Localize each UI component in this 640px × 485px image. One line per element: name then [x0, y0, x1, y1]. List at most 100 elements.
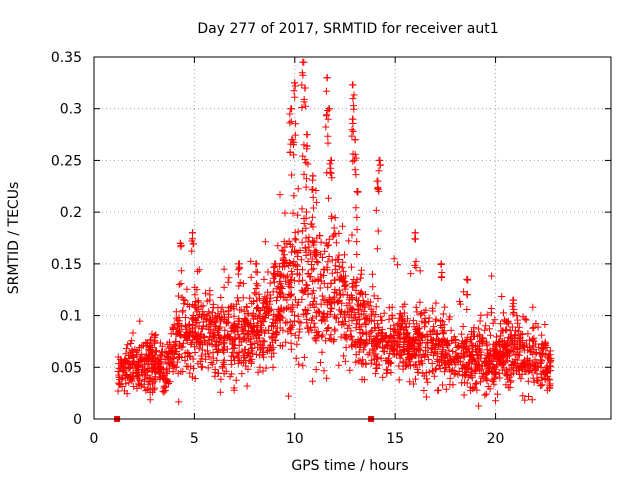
data-point	[472, 379, 480, 387]
data-point	[177, 267, 185, 275]
data-point	[511, 350, 519, 358]
data-point	[298, 205, 306, 213]
data-point	[401, 362, 409, 370]
data-point	[291, 235, 299, 243]
data-point	[151, 336, 159, 344]
y-axis-label: SRMTID / TECUs	[6, 182, 22, 295]
data-point	[326, 310, 334, 318]
data-point	[505, 365, 513, 373]
data-point	[246, 352, 254, 360]
data-point	[336, 291, 344, 299]
data-point	[343, 302, 351, 310]
data-point	[194, 267, 202, 275]
data-point	[177, 343, 185, 351]
data-point	[129, 361, 137, 369]
data-point	[327, 156, 335, 164]
data-point	[353, 213, 361, 221]
data-point	[477, 311, 485, 319]
data-point	[299, 287, 307, 295]
data-point	[300, 353, 308, 361]
data-point	[352, 324, 360, 332]
data-point	[367, 298, 375, 306]
data-point	[390, 255, 398, 263]
data-point	[320, 265, 328, 273]
data-point	[178, 294, 186, 302]
data-point	[470, 384, 478, 392]
data-point	[319, 296, 327, 304]
data-point	[230, 312, 238, 320]
data-point	[207, 359, 215, 366]
data-point	[159, 387, 167, 395]
data-point	[453, 344, 461, 351]
data-point	[216, 323, 224, 331]
data-point	[346, 294, 354, 302]
data-point	[383, 369, 391, 377]
data-point	[442, 338, 450, 346]
data-point	[386, 324, 394, 332]
data-point	[483, 311, 491, 319]
data-point	[406, 378, 414, 386]
data-point	[240, 307, 248, 315]
data-point	[222, 318, 230, 326]
data-point	[264, 327, 272, 335]
data-point	[431, 349, 439, 357]
data-point	[318, 292, 326, 300]
data-point	[459, 323, 467, 330]
data-point	[227, 328, 235, 335]
data-point	[324, 139, 332, 147]
data-point	[432, 365, 440, 373]
data-point	[260, 275, 268, 283]
data-point	[196, 334, 204, 342]
data-point	[235, 315, 243, 323]
data-point	[191, 291, 199, 299]
data-point	[390, 326, 398, 333]
data-point	[441, 303, 449, 311]
data-point	[321, 247, 329, 255]
data-point	[340, 310, 348, 318]
data-point	[485, 353, 493, 361]
data-point	[328, 298, 336, 306]
data-point	[419, 350, 427, 358]
data-point	[228, 348, 236, 356]
data-point	[153, 347, 160, 355]
data-point	[544, 353, 551, 361]
data-point	[335, 251, 343, 259]
data-point	[285, 392, 293, 400]
data-point	[310, 303, 318, 311]
data-point	[319, 315, 327, 323]
data-point	[357, 274, 365, 282]
data-point	[348, 333, 355, 341]
data-point	[483, 342, 491, 350]
data-point	[416, 267, 424, 275]
data-point	[498, 350, 506, 358]
data-point	[415, 341, 423, 349]
data-point	[292, 354, 300, 362]
data-point	[528, 368, 536, 376]
data-point	[130, 383, 138, 390]
data-point	[362, 360, 370, 368]
data-point	[328, 174, 336, 182]
data-point	[477, 365, 485, 373]
data-point	[277, 280, 285, 288]
data-point	[303, 310, 311, 317]
data-point	[273, 324, 281, 332]
data-point	[405, 320, 413, 328]
data-point	[209, 300, 217, 308]
data-point	[490, 369, 498, 377]
data-point	[279, 326, 287, 334]
data-point	[269, 363, 277, 371]
data-point	[280, 251, 288, 259]
data-point	[295, 360, 303, 368]
data-point	[331, 214, 339, 222]
data-point	[189, 240, 197, 248]
data-point	[325, 105, 333, 113]
data-point	[352, 204, 360, 212]
data-point	[537, 382, 545, 389]
data-point	[396, 354, 404, 362]
data-point	[261, 329, 269, 337]
data-point	[276, 262, 284, 270]
data-point	[285, 262, 293, 269]
data-point	[220, 283, 228, 291]
data-point	[429, 328, 437, 336]
data-point	[304, 238, 312, 246]
